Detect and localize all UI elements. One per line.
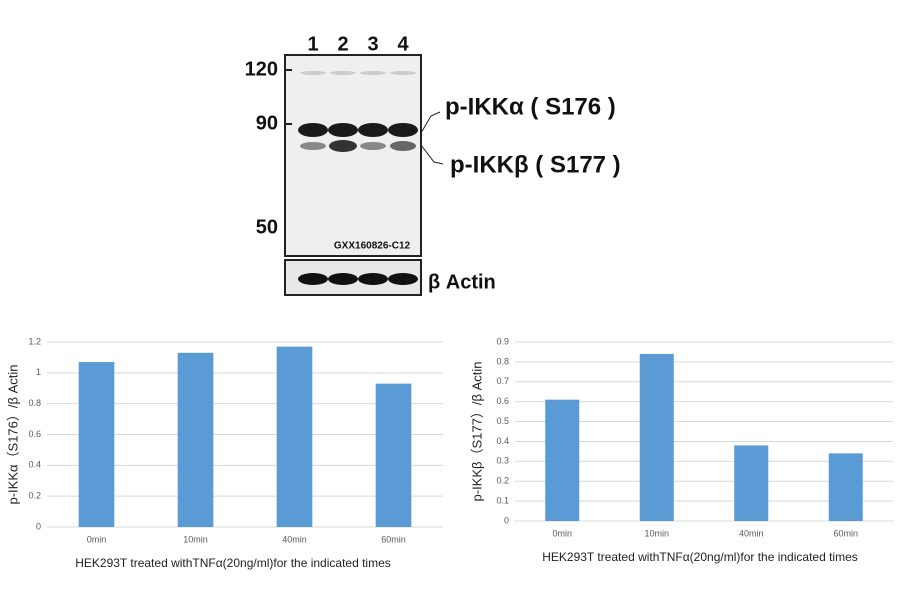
x-tick-label: 10min	[644, 528, 669, 538]
y-axis-label: p-IKKα（S176）/β Actin	[5, 365, 20, 505]
bar	[545, 399, 580, 521]
y-tick-label: 0	[504, 515, 509, 525]
bar	[375, 383, 412, 527]
y-tick-label: 0.8	[496, 356, 509, 366]
y-tick-label: 0.5	[496, 416, 509, 426]
bar	[639, 353, 674, 521]
x-tick-label: 40min	[282, 534, 307, 544]
y-tick-label: 0.9	[496, 336, 509, 346]
y-tick-label: 0.1	[496, 495, 509, 505]
lane-label: 3	[367, 33, 378, 55]
y-tick-label: 0.6	[496, 396, 509, 406]
lane-label: 4	[397, 33, 409, 55]
y-tick-label: 1	[36, 367, 41, 377]
y-tick-label: 1.2	[28, 336, 41, 346]
x-tick-label: 0min	[87, 534, 107, 544]
y-tick-label: 0	[36, 521, 41, 531]
x-axis-label: HEK293T treated withTNFα(20ng/ml)for the…	[75, 556, 391, 570]
western-blot: 1 2 3 4 120 90 50 GXX160826-C12 p-IKKα (…	[245, 33, 621, 296]
x-tick-label: 40min	[739, 528, 764, 538]
y-tick-label: 0.4	[496, 436, 509, 446]
actin-label: β Actin	[428, 271, 496, 293]
band-label: p-IKKα ( S176 )	[445, 93, 616, 120]
lane-label: 1	[307, 33, 318, 55]
y-tick-label: 0.8	[28, 398, 41, 408]
x-tick-label: 10min	[183, 534, 208, 544]
lane-label: 2	[337, 33, 348, 55]
x-tick-label: 60min	[833, 528, 858, 538]
y-tick-label: 0.2	[496, 476, 509, 486]
y-tick-label: 0.4	[28, 460, 41, 470]
y-tick-label: 0.3	[496, 456, 509, 466]
bar	[177, 352, 214, 527]
bar	[78, 362, 115, 527]
x-axis-label: HEK293T treated withTNFα(20ng/ml)for the…	[542, 550, 858, 564]
marker-label: 50	[256, 216, 278, 238]
marker-label: 90	[256, 112, 278, 134]
y-tick-label: 0.7	[496, 376, 509, 386]
bands	[298, 71, 418, 152]
x-tick-label: 0min	[552, 528, 572, 538]
y-axis-label: p-IKKβ（S177）/β Actin	[469, 362, 484, 502]
x-tick-label: 60min	[381, 534, 406, 544]
bar	[276, 346, 313, 527]
bar	[734, 445, 769, 521]
y-tick-label: 0.6	[28, 429, 41, 439]
band-label: p-IKKβ ( S177 )	[450, 151, 621, 178]
blot-code: GXX160826-C12	[334, 241, 411, 252]
marker-label: 120	[245, 58, 278, 80]
y-tick-label: 0.2	[28, 491, 41, 501]
bar	[828, 453, 863, 521]
blot-panel	[284, 54, 422, 257]
